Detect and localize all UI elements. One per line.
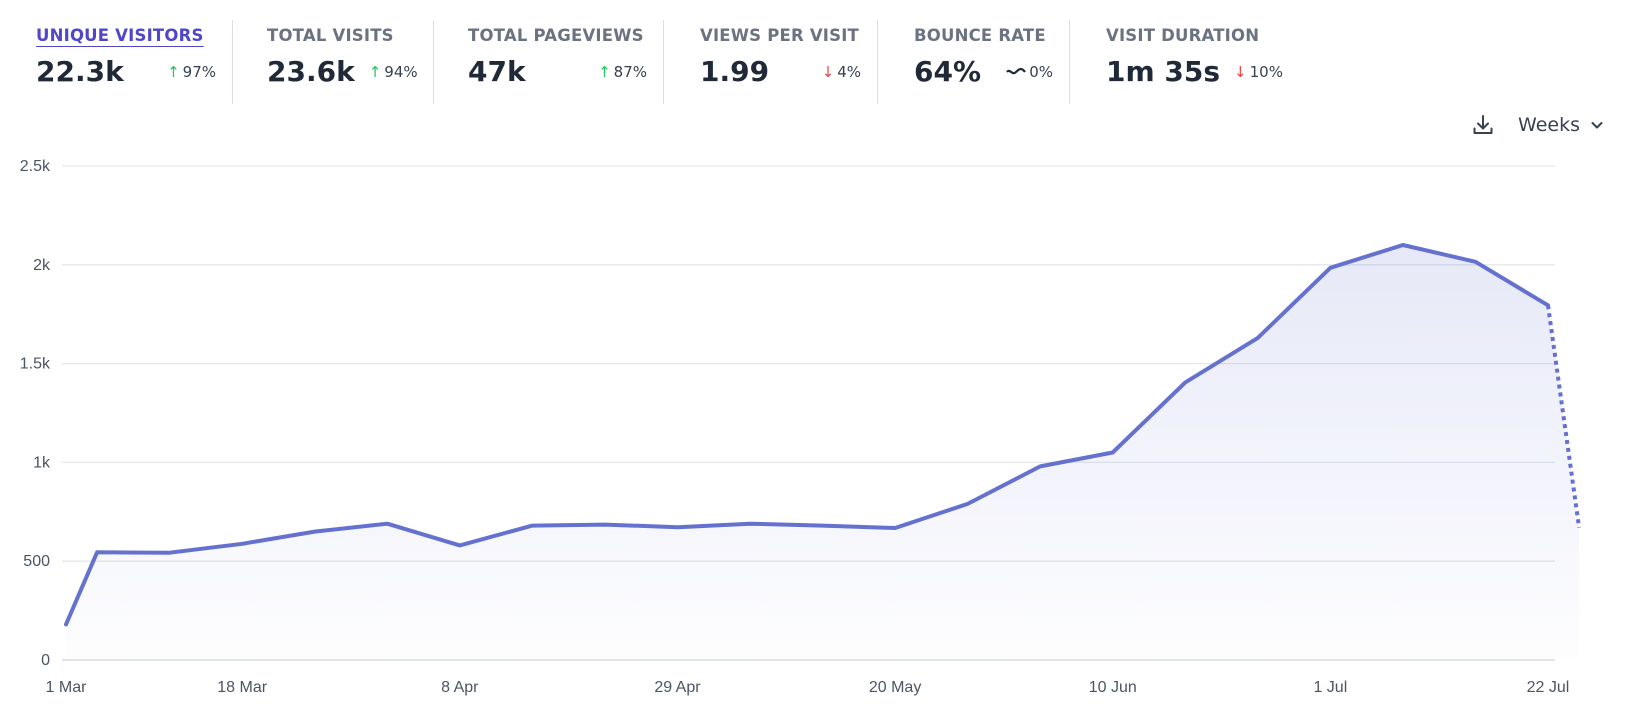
metric-bounce-rate[interactable]: BOUNCE RATE 64% 0%: [878, 20, 1070, 104]
x-tick-label: 10 Jun: [1089, 679, 1137, 696]
metric-value: 47k: [468, 55, 526, 88]
metric-value: 22.3k: [36, 55, 124, 88]
visitors-line-incomplete: [1546, 305, 1582, 528]
chart-toolbar: Weeks: [1470, 112, 1604, 138]
data-point[interactable]: [1107, 447, 1119, 459]
data-point[interactable]: [1397, 239, 1409, 251]
x-tick-label: 22 Jul: [1527, 679, 1570, 696]
metric-label: UNIQUE VISITORS: [36, 26, 204, 45]
data-point[interactable]: [1573, 522, 1585, 534]
data-point[interactable]: [236, 538, 248, 550]
data-point[interactable]: [91, 546, 103, 558]
metric-label: TOTAL VISITS: [267, 26, 394, 45]
data-point[interactable]: [889, 522, 901, 534]
data-point[interactable]: [599, 519, 611, 531]
metric-change-value: 94%: [384, 62, 418, 81]
arrow-up-icon: ↑: [167, 62, 180, 81]
data-point[interactable]: [381, 518, 393, 530]
y-tick-label: 1k: [33, 454, 51, 471]
interval-label: Weeks: [1518, 114, 1580, 136]
x-tick-label: 1 Jul: [1313, 679, 1347, 696]
data-point[interactable]: [1469, 256, 1481, 268]
x-tick-label: 1 Mar: [46, 679, 88, 696]
metric-label: TOTAL PAGEVIEWS: [468, 26, 644, 45]
data-point[interactable]: [1252, 332, 1264, 344]
data-point[interactable]: [60, 618, 72, 630]
x-tick-label: 20 May: [869, 679, 921, 696]
metric-visit-duration[interactable]: VISIT DURATION 1m 35s ↓ 10%: [1070, 20, 1283, 104]
metric-value: 23.6k: [267, 55, 355, 88]
metric-unique-visitors[interactable]: UNIQUE VISITORS 22.3k ↑ 97%: [20, 20, 233, 104]
metric-label: VISIT DURATION: [1106, 26, 1260, 45]
arrow-up-icon: ↑: [598, 62, 611, 81]
metric-value: 64%: [914, 55, 982, 88]
metric-total-visits[interactable]: TOTAL VISITS 23.6k ↑ 94%: [233, 20, 434, 104]
metric-label: VIEWS PER VISIT: [700, 26, 860, 45]
metric-change-value: 87%: [613, 62, 647, 81]
data-point[interactable]: [1034, 460, 1046, 472]
metric-value: 1m 35s: [1106, 55, 1221, 88]
x-tick-label: 8 Apr: [441, 679, 479, 696]
arrow-down-icon: ↓: [821, 62, 835, 81]
y-tick-label: 500: [23, 553, 50, 570]
download-icon[interactable]: [1470, 112, 1496, 138]
data-point[interactable]: [962, 498, 974, 510]
data-point[interactable]: [309, 526, 321, 538]
metrics-bar: UNIQUE VISITORS 22.3k ↑ 97% TOTAL VISITS…: [20, 20, 1283, 104]
data-point[interactable]: [1324, 262, 1336, 274]
metric-total-pageviews[interactable]: TOTAL PAGEVIEWS 47k ↑ 87%: [434, 20, 664, 104]
metric-change-value: 0%: [1029, 62, 1053, 81]
visitors-area: [66, 245, 1580, 660]
metric-views-per-visit[interactable]: VIEWS PER VISIT 1.99 ↓ 4%: [664, 20, 878, 104]
y-tick-label: 2k: [33, 257, 51, 274]
arrow-down-icon: ↓: [1234, 62, 1247, 81]
x-tick-label: 29 Apr: [654, 679, 701, 696]
metric-change-value: 4%: [837, 62, 861, 81]
data-point[interactable]: [454, 539, 466, 551]
y-tick-label: 0: [41, 652, 50, 669]
flat-wave-icon: [1006, 63, 1027, 81]
metric-label: BOUNCE RATE: [914, 26, 1046, 45]
data-point[interactable]: [817, 520, 829, 532]
visitors-line: [64, 243, 1550, 627]
metric-change: ↓ 4%: [808, 63, 861, 81]
metric-value: 1.99: [700, 55, 770, 88]
data-point[interactable]: [1542, 299, 1554, 311]
data-point[interactable]: [164, 547, 176, 559]
interval-select[interactable]: Weeks: [1518, 114, 1604, 136]
chevron-down-icon: [1590, 118, 1604, 132]
data-point[interactable]: [526, 520, 538, 532]
metric-change-value: 10%: [1249, 62, 1283, 81]
y-tick-label: 2.5k: [20, 158, 51, 175]
data-point[interactable]: [744, 518, 756, 530]
data-point[interactable]: [1179, 376, 1191, 388]
y-tick-label: 1.5k: [20, 356, 51, 373]
metric-change: ↑ 94%: [355, 63, 418, 81]
data-point[interactable]: [671, 521, 683, 533]
metric-change: 0%: [992, 63, 1053, 81]
arrow-up-icon: ↑: [368, 62, 382, 81]
metric-change: ↑ 87%: [584, 63, 647, 81]
x-tick-label: 18 Mar: [217, 679, 267, 696]
metric-change-value: 97%: [182, 62, 216, 81]
metric-change: ↓ 10%: [1220, 63, 1283, 81]
metric-change: ↑ 97%: [153, 63, 216, 81]
